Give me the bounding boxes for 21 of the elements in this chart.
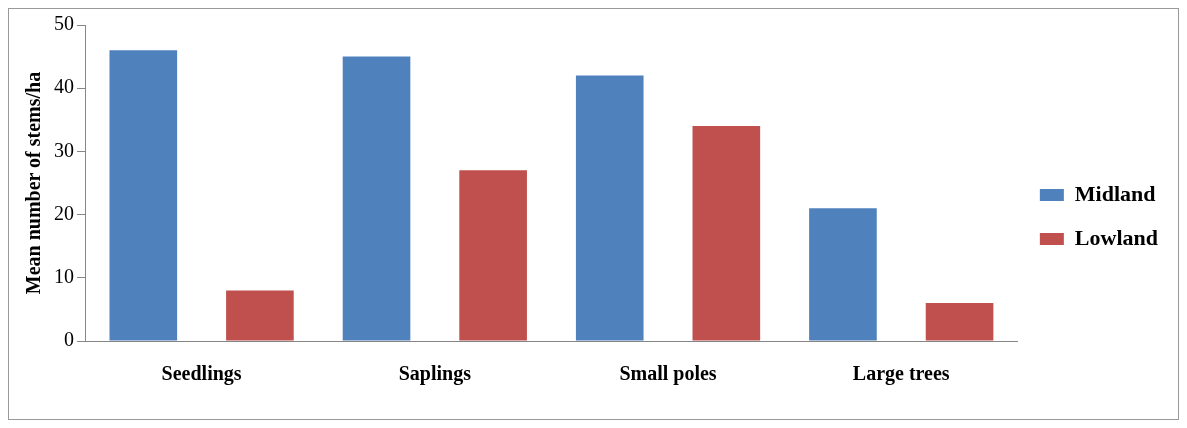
bar	[342, 56, 411, 341]
legend-label: Lowland	[1074, 224, 1159, 250]
bar	[925, 303, 994, 341]
y-axis-title: Mean number of stems/ha	[22, 71, 45, 295]
y-tick-label: 20	[54, 201, 74, 224]
bar	[109, 50, 178, 341]
x-tick-label: Saplings	[398, 362, 472, 386]
bar	[575, 75, 644, 341]
y-tick-label: 40	[54, 75, 74, 98]
y-tick-label: 30	[54, 138, 74, 161]
y-tick-label: 0	[64, 328, 74, 351]
y-tick-label: 10	[54, 265, 74, 288]
legend-label: Midland	[1074, 180, 1156, 206]
x-tick-label: Seedlings	[161, 362, 242, 386]
bar	[459, 170, 527, 341]
bar	[226, 290, 294, 341]
x-tick-label: Small poles	[619, 362, 717, 386]
y-tick-label: 50	[54, 12, 74, 35]
bar	[809, 208, 877, 341]
x-tick-label: Large trees	[852, 362, 950, 386]
bar	[692, 126, 761, 341]
